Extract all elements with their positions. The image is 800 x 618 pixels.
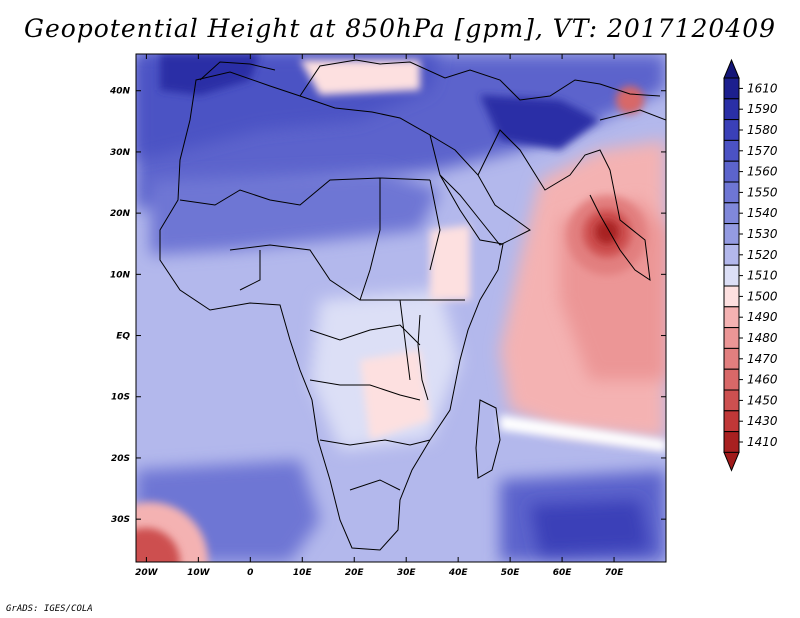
x-tick-label: 20W	[135, 568, 159, 578]
colorbar-swatch	[723, 347, 740, 370]
y-tick-label: 10N	[110, 270, 131, 280]
x-tick-label: 40E	[448, 568, 469, 578]
x-tick-label: 30E	[397, 568, 417, 578]
colorbar-label: 1460	[747, 373, 778, 387]
colorbar-swatch	[723, 285, 740, 308]
colorbar-swatch	[723, 389, 740, 412]
colorbar-swatch	[723, 202, 740, 225]
colorbar-swatch	[723, 160, 740, 183]
y-axis-ticks: 40N 30N 20N 10N EQ 10S 20S 30S	[109, 87, 666, 525]
colorbar-swatch	[723, 98, 740, 121]
colorbar-label: 1450	[747, 393, 778, 407]
x-axis-ticks: 20W 10W 0 10E 20E 30E 40E 50E 60E 70E	[135, 54, 624, 578]
x-tick-label: 70E	[605, 568, 625, 578]
colorbar-label: 1480	[747, 331, 778, 345]
colorbar-swatch	[723, 368, 740, 391]
x-tick-label: 60E	[553, 568, 573, 578]
y-tick-label: EQ	[116, 332, 130, 342]
colorbar-label: 1560	[747, 165, 778, 179]
y-tick-label: 30N	[110, 148, 131, 158]
y-tick-label: 40N	[109, 87, 131, 97]
colorbar-swatch	[723, 306, 740, 329]
colorbar-swatch	[723, 181, 740, 204]
colorbar-label: 1490	[747, 310, 778, 324]
colorbar-swatch	[723, 431, 740, 453]
colorbar-label: 1520	[747, 248, 778, 262]
colorbar: 1610 1590 1580 1570 1560 1550 1540 1530 1520 1510…	[723, 58, 778, 472]
colorbar-label: 1610	[747, 81, 778, 95]
chart-title: Geopotential Height at 850hPa [gpm], VT:…	[23, 14, 777, 43]
x-tick-label: 0	[247, 568, 253, 578]
height-field	[136, 54, 666, 562]
colorbar-label: 1580	[747, 123, 778, 137]
colorbar-label: 1510	[747, 269, 778, 283]
colorbar-label: 1530	[747, 227, 778, 241]
colorbar-swatch	[723, 410, 740, 433]
y-tick-label: 20S	[111, 454, 130, 464]
colorbar-label: 1550	[747, 185, 778, 199]
colorbar-label: 1590	[747, 102, 778, 116]
colorbar-label: 1470	[747, 352, 778, 366]
credit-label: GrADS: IGES/COLA	[6, 604, 93, 614]
colorbar-swatch	[723, 119, 740, 141]
colorbar-label: 1540	[747, 206, 778, 220]
colorbar-label: 1410	[747, 435, 778, 449]
x-tick-label: 10W	[187, 568, 211, 578]
colorbar-label: 1500	[747, 289, 778, 303]
colorbar-swatch	[723, 327, 740, 349]
y-tick-label: 20N	[110, 209, 131, 219]
colorbar-label: 1430	[747, 414, 778, 428]
colorbar-swatch	[723, 243, 740, 266]
x-tick-label: 20E	[345, 568, 365, 578]
map-frame	[135, 53, 667, 563]
colorbar-swatch	[723, 139, 740, 162]
colorbar-top-arrow	[723, 58, 740, 79]
y-tick-label: 30S	[111, 515, 130, 525]
colorbar-swatch	[723, 223, 740, 245]
coastlines	[159, 59, 666, 551]
x-tick-label: 50E	[501, 568, 521, 578]
y-tick-label: 10S	[111, 393, 130, 403]
colorbar-swatch	[723, 77, 740, 100]
x-tick-label: 10E	[293, 568, 313, 578]
colorbar-label: 1570	[747, 144, 778, 158]
colorbar-bottom-arrow	[723, 451, 740, 472]
colorbar-swatch	[723, 264, 740, 287]
